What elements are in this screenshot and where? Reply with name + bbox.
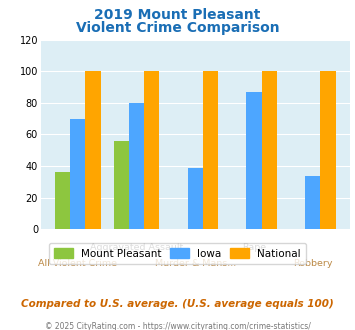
- Bar: [86, 71, 101, 229]
- Text: Robbery: Robbery: [293, 258, 333, 268]
- Bar: [70, 119, 86, 229]
- Bar: [114, 141, 129, 229]
- Text: Rape: Rape: [242, 243, 266, 252]
- Bar: [144, 71, 159, 229]
- Text: All Violent Crime: All Violent Crime: [38, 258, 117, 268]
- Bar: [129, 103, 144, 229]
- Bar: [203, 71, 218, 229]
- Text: Aggravated Assault: Aggravated Assault: [90, 243, 183, 252]
- Text: © 2025 CityRating.com - https://www.cityrating.com/crime-statistics/: © 2025 CityRating.com - https://www.city…: [45, 322, 310, 330]
- Text: Murder & Mans...: Murder & Mans...: [155, 258, 236, 268]
- Bar: [320, 71, 335, 229]
- Bar: [262, 71, 277, 229]
- Bar: [305, 176, 320, 229]
- Legend: Mount Pleasant, Iowa, National: Mount Pleasant, Iowa, National: [49, 243, 306, 264]
- Bar: [55, 172, 70, 229]
- Text: Violent Crime Comparison: Violent Crime Comparison: [76, 21, 279, 35]
- Bar: [246, 92, 262, 229]
- Text: Compared to U.S. average. (U.S. average equals 100): Compared to U.S. average. (U.S. average …: [21, 299, 334, 309]
- Bar: [187, 168, 203, 229]
- Text: 2019 Mount Pleasant: 2019 Mount Pleasant: [94, 8, 261, 22]
